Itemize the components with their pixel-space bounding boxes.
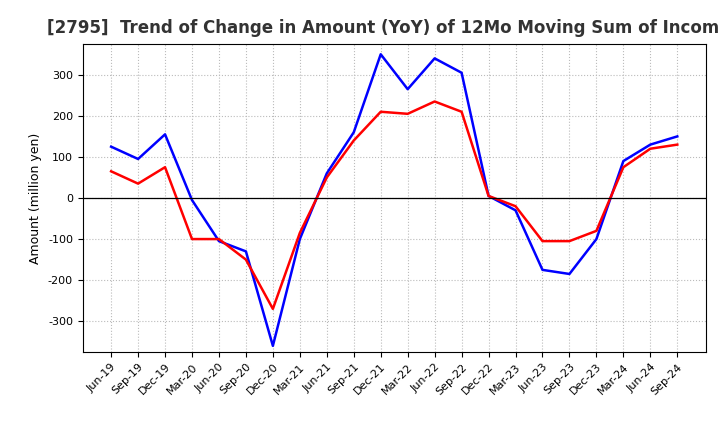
Ordinary Income <box>215 238 223 244</box>
Ordinary Income <box>511 208 520 213</box>
Ordinary Income <box>161 132 169 137</box>
Ordinary Income <box>431 56 439 61</box>
Ordinary Income <box>646 142 654 147</box>
Ordinary Income <box>188 198 197 203</box>
Net Income <box>295 230 304 235</box>
Ordinary Income <box>295 236 304 242</box>
Net Income <box>592 228 600 234</box>
Net Income <box>349 138 358 143</box>
Ordinary Income <box>565 271 574 277</box>
Net Income <box>646 146 654 151</box>
Net Income <box>188 236 197 242</box>
Y-axis label: Amount (million yen): Amount (million yen) <box>30 132 42 264</box>
Net Income <box>134 181 143 186</box>
Ordinary Income <box>485 193 493 198</box>
Ordinary Income <box>619 158 628 164</box>
Net Income <box>269 306 277 312</box>
Ordinary Income <box>134 156 143 161</box>
Net Income <box>403 111 412 117</box>
Ordinary Income <box>269 343 277 348</box>
Ordinary Income <box>457 70 466 75</box>
Ordinary Income <box>349 130 358 135</box>
Net Income <box>377 109 385 114</box>
Ordinary Income <box>592 236 600 242</box>
Ordinary Income <box>538 267 546 272</box>
Net Income <box>511 204 520 209</box>
Ordinary Income <box>242 249 251 254</box>
Net Income <box>431 99 439 104</box>
Net Income <box>565 238 574 244</box>
Net Income <box>619 165 628 170</box>
Ordinary Income <box>403 87 412 92</box>
Ordinary Income <box>377 51 385 57</box>
Net Income <box>457 109 466 114</box>
Ordinary Income <box>107 144 115 149</box>
Net Income <box>673 142 682 147</box>
Net Income <box>161 165 169 170</box>
Line: Ordinary Income: Ordinary Income <box>111 54 678 346</box>
Net Income <box>323 175 331 180</box>
Ordinary Income <box>323 171 331 176</box>
Net Income <box>107 169 115 174</box>
Net Income <box>215 236 223 242</box>
Net Income <box>485 193 493 198</box>
Net Income <box>538 238 546 244</box>
Title: [2795]  Trend of Change in Amount (YoY) of 12Mo Moving Sum of Incomes: [2795] Trend of Change in Amount (YoY) o… <box>48 19 720 37</box>
Line: Net Income: Net Income <box>111 102 678 309</box>
Net Income <box>242 257 251 262</box>
Ordinary Income <box>673 134 682 139</box>
